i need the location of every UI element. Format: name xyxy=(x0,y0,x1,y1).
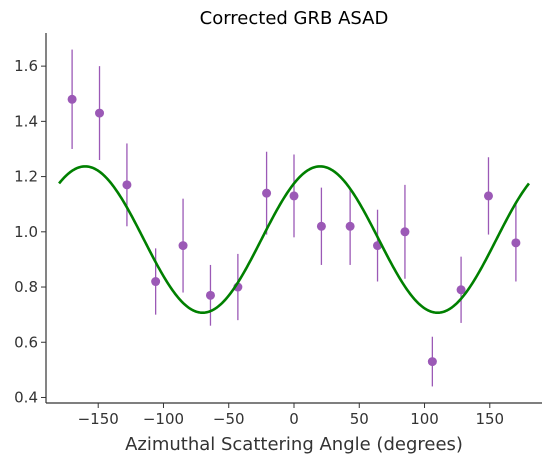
fit-curve-group xyxy=(58,165,530,315)
data-point xyxy=(205,290,215,300)
data-point xyxy=(316,221,326,231)
x-tick-label: −50 xyxy=(213,410,245,428)
y-tick-label: 0.6 xyxy=(14,333,38,351)
y-tick-label: 0.8 xyxy=(14,278,38,296)
data-point xyxy=(67,94,77,104)
data-point xyxy=(95,108,105,118)
data-point xyxy=(345,221,355,231)
y-tick-label: 1.2 xyxy=(14,168,38,186)
x-tick-label: −150 xyxy=(78,410,119,428)
x-tick-label: 0 xyxy=(289,410,299,428)
data-point xyxy=(289,191,299,201)
data-point xyxy=(151,277,161,287)
y-ticks: 0.4 0.6 0.8 1.0 1.2 1.4 1.6 xyxy=(14,57,46,406)
errorbar-series xyxy=(67,49,521,387)
x-tick-label: −100 xyxy=(143,410,184,428)
x-ticks: −150 −100 −50 0 50 100 150 xyxy=(78,403,504,428)
plot-area: 0.4 0.6 0.8 1.0 1.2 1.4 1.6 −150 −100 −50 0 50 100 1… xyxy=(14,33,542,428)
data-point xyxy=(122,180,132,190)
data-point xyxy=(511,238,521,248)
data-point xyxy=(400,227,410,237)
y-tick-label: 1.6 xyxy=(14,57,38,75)
data-point xyxy=(456,285,466,295)
x-tick-label: 100 xyxy=(410,410,439,428)
y-tick-label: 0.4 xyxy=(14,388,38,406)
data-point xyxy=(483,191,493,201)
chart-title: Corrected GRB ASAD xyxy=(200,8,389,29)
x-tick-label: 50 xyxy=(350,410,369,428)
fit-curve xyxy=(58,165,530,315)
x-axis-label: Azimuthal Scattering Angle (degrees) xyxy=(125,434,463,455)
y-tick-label: 1.4 xyxy=(14,112,38,130)
data-point xyxy=(262,188,272,198)
x-tick-label: 150 xyxy=(475,410,504,428)
data-point xyxy=(178,241,188,251)
data-point xyxy=(427,357,437,367)
y-tick-label: 1.0 xyxy=(14,223,38,241)
